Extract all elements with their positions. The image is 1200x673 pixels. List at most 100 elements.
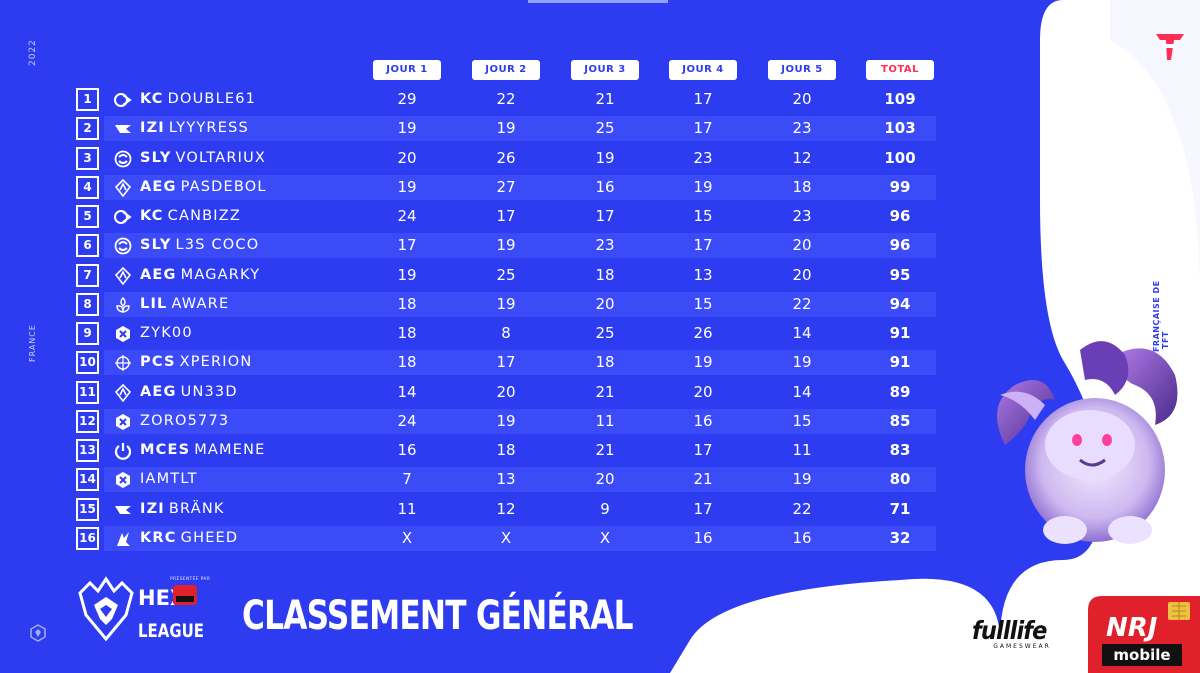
table-row: 15 IZI BRÄNK 11 12 9 17 22 71 [76,497,936,522]
day-3-points: 17 [595,207,615,225]
day-3-points: 25 [595,119,615,138]
col-header-jour-1: JOUR 1 [373,60,441,80]
player-nickname: UN33D [180,383,238,400]
day-3-points: 21 [595,441,615,459]
day-1-points: 19 [397,177,417,196]
day-5-points: 22 [792,499,812,518]
day-4-points: 13 [693,265,713,284]
day-2-points: 19 [496,119,516,138]
side-year-label: 2022 [28,39,38,67]
izi-team-icon [114,120,132,138]
day-1-points: 18 [397,294,417,313]
team-tag: MCES [140,442,191,458]
rank-badge: 16 [76,526,99,550]
day-1-points: 11 [397,499,417,518]
team-tag: SLY [140,149,172,166]
day-4-points: 23 [693,148,713,167]
team-tag: LIL [140,295,168,312]
day-2-points: 12 [496,499,516,518]
table-body: 1 KC DOUBLE61 29 22 21 17 20 109 2 IZI LYYYRESS 19 19… [76,87,936,551]
table-row: 4 AEG PASDEBOL 19 27 16 19 18 99 [76,174,936,200]
rank-badge: 13 [76,439,99,462]
pcs-team-icon [114,354,132,372]
day-1-points: X [401,528,413,547]
table-row: 3 SLY VOLTARIUX 20 26 19 23 12 100 [76,146,936,171]
day-1-points: 19 [397,265,417,284]
rank-badge: 9 [76,322,99,345]
team-tag: AEG [140,266,177,283]
nrj-mobile-mini-logo-icon [173,585,197,605]
table-row: 12 ZORO5773 24 19 11 16 15 85 [76,408,936,434]
aeg-team-icon [114,178,132,198]
team-tag: KC [140,91,164,107]
team-tag: SLY [140,237,172,254]
day-5-points: 11 [792,441,812,459]
kc-team-icon [114,91,132,109]
day-2-points: 17 [496,353,516,372]
table-header-row: JOUR 1 JOUR 2 JOUR 3 JOUR 4 JOUR 5 TOTAL [76,60,936,80]
day-1-points: 18 [397,353,417,372]
rank-badge: 2 [76,117,99,141]
day-1-points: 19 [397,119,417,138]
day-4-points: 19 [693,353,713,372]
player-name: PCS XPERION [140,350,252,375]
table-row: 11 AEG UN33D 14 20 21 20 14 89 [76,380,936,405]
total-points: 96 [889,236,911,255]
player-nickname: ZORO5773 [140,412,230,429]
player-name: KC CANBIZZ [140,204,241,229]
rank-badge: 3 [76,146,99,170]
day-5-points: 23 [792,207,812,225]
player-nickname: PASDEBOL [180,178,267,195]
aeg-team-icon [114,266,132,285]
table-row: 9 ZYK00 18 8 25 26 14 91 [76,321,936,346]
day-5-points: 23 [792,119,812,138]
day-5-points: 14 [792,324,812,342]
day-4-points: 17 [693,441,713,459]
page-title: CLASSEMENT GÉNÉRAL [242,593,634,639]
nrj-wordmark: NRJ [1106,613,1158,643]
day-4-points: 17 [693,90,713,108]
kc-team-icon [114,208,132,226]
table-row: 5 KC CANBIZZ 24 17 17 15 23 96 [76,204,936,229]
col-header-jour-4: JOUR 4 [669,60,737,80]
fulllife-wordmark: fulllife [972,616,1047,645]
day-2-points: 20 [496,382,516,401]
day-3-points: 21 [595,382,615,401]
standings-table: JOUR 1 JOUR 2 JOUR 3 JOUR 4 JOUR 5 TOTAL… [76,60,936,555]
day-4-points: 15 [693,207,713,225]
day-2-points: 22 [496,90,516,108]
day-2-points: 27 [496,177,516,196]
total-points: 71 [889,499,911,518]
total-points: 100 [884,148,916,167]
player-nickname: BRÄNK [168,500,225,517]
day-2-points: 19 [496,236,516,255]
total-points: 83 [889,441,911,459]
player-name: KC DOUBLE61 [140,87,256,112]
presented-by-label: PRÉSENTÉE PAR [170,577,211,582]
player-nickname: VOLTARIUX [175,149,267,166]
table-row: 8 LIL AWARE 18 19 20 15 22 94 [76,291,936,317]
player-name: IZI BRÄNK [140,497,225,522]
player-nickname: DOUBLE61 [167,91,257,107]
day-2-points: 13 [496,470,516,489]
player-nickname: GHEED [180,529,239,546]
table-row: 2 IZI LYYYRESS 19 19 25 17 23 103 [76,116,936,142]
total-points: 96 [889,207,911,225]
player-nickname: IAMTLT [140,471,198,488]
player-name: IZI LYYYRESS [140,116,249,141]
day-4-points: 17 [693,236,713,255]
mascot-creature-illustration [997,341,1178,544]
day-3-points: 19 [595,148,615,167]
player-nickname: CANBIZZ [167,208,242,224]
team-tag: AEG [140,383,177,400]
player-name: ZYK00 [140,321,193,346]
day-5-points: 19 [792,353,812,372]
day-2-points: 25 [496,265,516,284]
table-row: 7 AEG MAGARKY 19 25 18 13 20 95 [76,263,936,288]
total-points: 91 [889,353,911,372]
day-4-points: 16 [693,528,713,547]
side-country-label: FRANCE [28,324,37,362]
player-name: AEG MAGARKY [140,263,260,288]
table-row: 14 IAMTLT 7 13 20 21 19 80 [76,467,936,493]
player-name: MCES MAMENE [140,438,266,463]
